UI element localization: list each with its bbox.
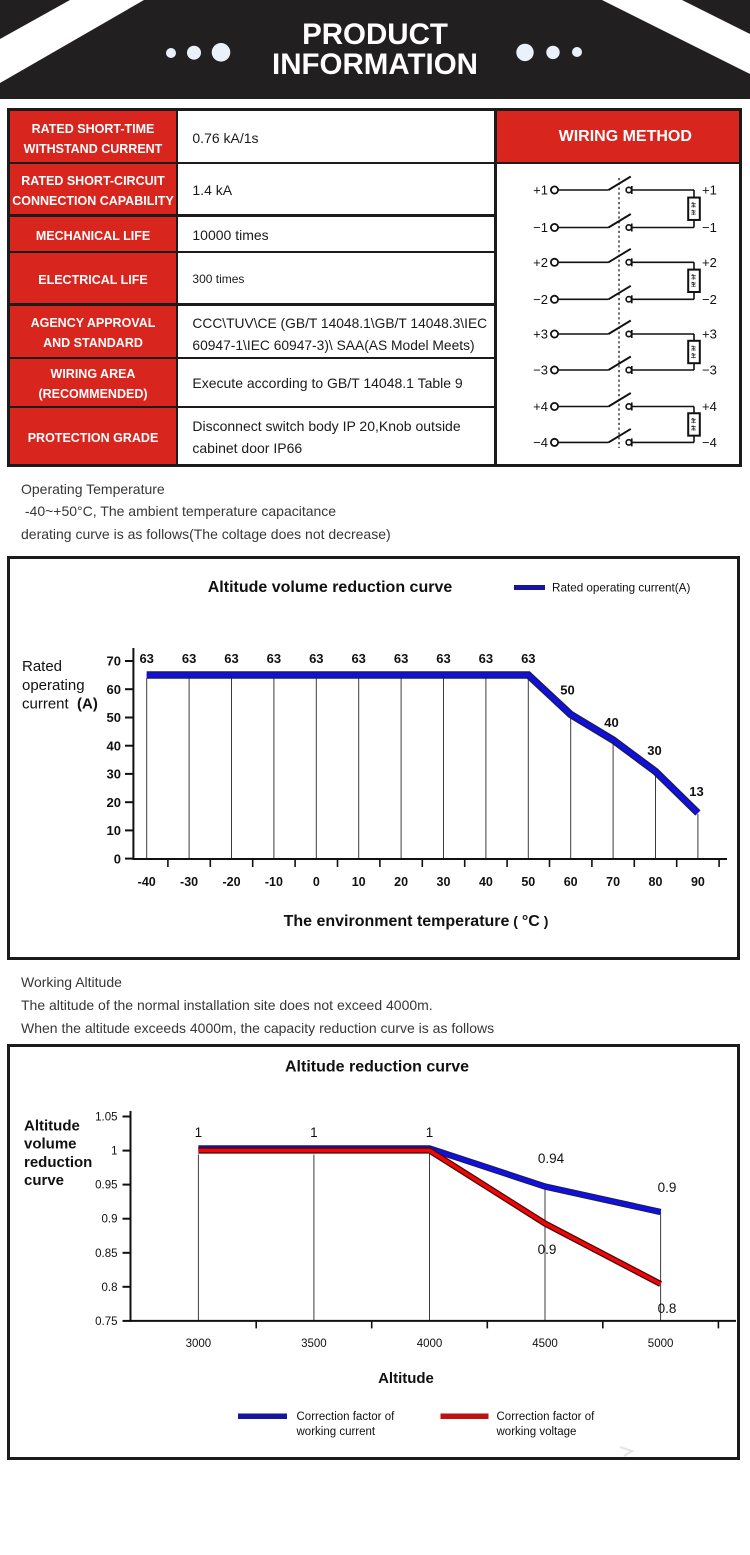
- svg-text:0.9: 0.9: [658, 1180, 677, 1195]
- svg-text:5000: 5000: [648, 1338, 674, 1350]
- svg-text:40: 40: [107, 738, 121, 753]
- svg-text:63: 63: [351, 651, 365, 666]
- svg-text:-30: -30: [180, 875, 198, 889]
- svg-text:30: 30: [107, 767, 121, 782]
- svg-text:3000: 3000: [186, 1338, 212, 1350]
- svg-text:1: 1: [111, 1146, 117, 1158]
- svg-text:0.85: 0.85: [95, 1248, 117, 1260]
- svg-text:1: 1: [310, 1125, 318, 1140]
- svg-text:40: 40: [479, 875, 493, 889]
- svg-text:30: 30: [647, 743, 661, 758]
- svg-text:63: 63: [182, 651, 196, 666]
- svg-text:0.75: 0.75: [95, 1316, 117, 1328]
- svg-text:reduction: reduction: [24, 1154, 92, 1171]
- svg-text:63: 63: [309, 651, 323, 666]
- svg-text:1: 1: [426, 1125, 434, 1140]
- svg-text:+1: +1: [533, 183, 548, 198]
- svg-text:60: 60: [564, 875, 578, 889]
- svg-text:70: 70: [606, 875, 620, 889]
- svg-text:20: 20: [394, 875, 408, 889]
- svg-text:+1: +1: [702, 183, 717, 198]
- svg-text:50: 50: [521, 875, 535, 889]
- svg-text:13: 13: [689, 784, 703, 799]
- svg-text:10: 10: [107, 823, 121, 838]
- svg-text:63: 63: [479, 651, 493, 666]
- svg-text:10: 10: [352, 875, 366, 889]
- svg-text:63: 63: [139, 651, 153, 666]
- svg-text:20: 20: [107, 795, 121, 810]
- svg-text:−2: −2: [533, 292, 548, 307]
- svg-text:0.9: 0.9: [102, 1214, 118, 1226]
- svg-text:63: 63: [224, 651, 238, 666]
- svg-text:working voltage: working voltage: [496, 1426, 577, 1438]
- svg-text:70: 70: [107, 654, 121, 669]
- svg-text:+3: +3: [533, 327, 548, 342]
- svg-text:0: 0: [313, 875, 320, 889]
- svg-text:−3: −3: [702, 363, 717, 378]
- svg-text:0.94: 0.94: [538, 1151, 565, 1166]
- svg-text:90: 90: [691, 875, 705, 889]
- svg-text:4500: 4500: [532, 1338, 558, 1350]
- svg-text:The environment temperature (: The environment temperature ( °C ): [284, 913, 549, 930]
- svg-text:1.05: 1.05: [95, 1112, 117, 1124]
- svg-text:-10: -10: [265, 875, 283, 889]
- svg-text:Altitude reduction curve: Altitude reduction curve: [285, 1059, 469, 1076]
- svg-text:Correction factor of: Correction factor of: [297, 1411, 396, 1423]
- svg-text:−4: −4: [702, 435, 717, 450]
- svg-text:volume: volume: [24, 1136, 77, 1153]
- svg-text:63: 63: [267, 651, 281, 666]
- svg-text:0.95: 0.95: [95, 1180, 117, 1192]
- svg-text:Altitude volume reduction curv: Altitude volume reduction curve: [208, 579, 453, 596]
- svg-text:Altitude: Altitude: [24, 1118, 80, 1135]
- svg-text:+2: +2: [702, 255, 717, 270]
- svg-text:Correction factor of: Correction factor of: [497, 1411, 596, 1423]
- svg-text:+3: +3: [702, 327, 717, 342]
- svg-text:63: 63: [436, 651, 450, 666]
- svg-text:−4: −4: [533, 435, 548, 450]
- svg-text:0: 0: [114, 851, 121, 866]
- svg-text:-20: -20: [222, 875, 240, 889]
- svg-text:working current: working current: [296, 1426, 376, 1438]
- svg-text:curve: curve: [24, 1172, 64, 1189]
- svg-text:1: 1: [195, 1125, 203, 1140]
- svg-text:−3: −3: [533, 363, 548, 378]
- svg-text:Rated operating current(A): Rated operating current(A): [552, 582, 690, 595]
- svg-text:−1: −1: [533, 220, 548, 235]
- svg-text:63: 63: [394, 651, 408, 666]
- svg-text:+4: +4: [533, 399, 548, 414]
- svg-text:0.8: 0.8: [102, 1282, 118, 1294]
- svg-text:80: 80: [649, 875, 663, 889]
- svg-text:Rated: Rated: [22, 658, 62, 675]
- svg-text:-40: -40: [138, 875, 156, 889]
- svg-text:50: 50: [560, 683, 574, 698]
- svg-text:−2: −2: [702, 292, 717, 307]
- svg-text:+4: +4: [702, 399, 717, 414]
- svg-text:operating: operating: [22, 677, 85, 694]
- svg-text:current (A): current (A): [22, 696, 98, 713]
- svg-text:0.9: 0.9: [538, 1242, 557, 1257]
- svg-text:63: 63: [521, 651, 535, 666]
- svg-text:−1: −1: [702, 220, 717, 235]
- svg-text:Altitude: Altitude: [378, 1370, 434, 1387]
- svg-text:60: 60: [107, 682, 121, 697]
- svg-text:0.8: 0.8: [658, 1301, 677, 1316]
- svg-text:+2: +2: [533, 255, 548, 270]
- svg-text:4000: 4000: [417, 1338, 443, 1350]
- svg-text:30: 30: [437, 875, 451, 889]
- svg-text:3500: 3500: [301, 1338, 327, 1350]
- svg-text:50: 50: [107, 710, 121, 725]
- svg-text:40: 40: [604, 715, 618, 730]
